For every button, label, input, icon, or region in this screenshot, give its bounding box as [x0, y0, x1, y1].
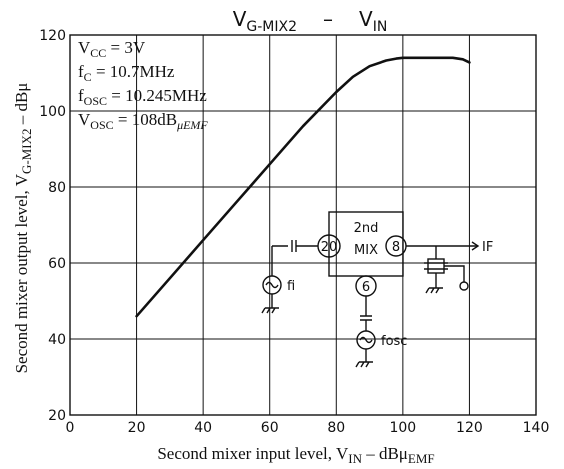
conditions: VCC = 3V fC = 10.7MHz fOSC = 10.245MHz V…	[78, 38, 208, 132]
input-capacitor	[272, 240, 318, 252]
mixer-label-top: 2nd	[354, 221, 379, 236]
y-tick-label: 60	[48, 256, 66, 272]
y-tick-label: 40	[48, 332, 66, 348]
source-fosc-wave-icon	[359, 336, 373, 344]
ceramic-filter-plates	[424, 262, 448, 270]
schematic: 2nd MIX 20 8 6 fi fosc IF	[261, 211, 493, 368]
pin-output-label: 8	[392, 240, 400, 255]
title-sep: –	[323, 7, 333, 31]
osc-capacitor	[360, 296, 372, 331]
title-main2: V	[359, 7, 373, 31]
title-sub2: IN	[373, 19, 388, 35]
condition-fc: fC = 10.7MHz	[78, 62, 175, 84]
source-fi-wave-icon	[265, 281, 279, 289]
condition-fosc: fOSC = 10.245MHz	[78, 86, 207, 108]
x-tick-label: 20	[128, 420, 146, 436]
x-tick-label: 0	[66, 420, 75, 436]
terminal-icon	[459, 281, 469, 291]
x-tick-label: 140	[523, 420, 550, 436]
title-main: V	[233, 7, 247, 31]
ground-fi-icon	[261, 294, 279, 314]
pin-input-label: 20	[321, 240, 338, 255]
y-tick-label: 120	[39, 28, 66, 44]
ceramic-filter-icon	[427, 258, 445, 274]
x-tick-label: 100	[389, 420, 416, 436]
x-tick-label: 40	[194, 420, 212, 436]
chart-title: VG-MIX2– VIN	[233, 7, 388, 35]
label-fosc: fosc	[381, 334, 407, 349]
y-tick-label: 80	[48, 180, 66, 196]
mixer-label-bottom: MIX	[354, 243, 378, 258]
x-axis-label: Second mixer input level, VIN – dBμEMF	[157, 444, 434, 466]
condition-vosc: VOSC = 108dBμEMF	[78, 110, 208, 132]
x-tick-label: 120	[456, 420, 483, 436]
label-if: IF	[482, 240, 493, 255]
filter-output-wire	[444, 265, 465, 282]
plot-frame	[69, 34, 537, 416]
y-tick-label: 20	[48, 408, 66, 424]
ground-fosc-icon	[355, 349, 373, 368]
y-axis-label: Second mixer output level, VG-MIX2 – dBμ	[12, 83, 34, 374]
condition-vcc: VCC = 3V	[78, 38, 146, 60]
if-arrow-icon	[471, 241, 480, 251]
series-line	[135, 56, 471, 318]
x-tick-label: 80	[327, 420, 345, 436]
x-tick-label: 60	[261, 420, 279, 436]
ground-filter-icon	[425, 273, 443, 294]
title-sub: G-MIX2	[246, 19, 297, 35]
label-fi: fi	[287, 279, 295, 294]
pin-osc-label: 6	[362, 280, 370, 295]
y-tick-label: 100	[39, 104, 66, 120]
